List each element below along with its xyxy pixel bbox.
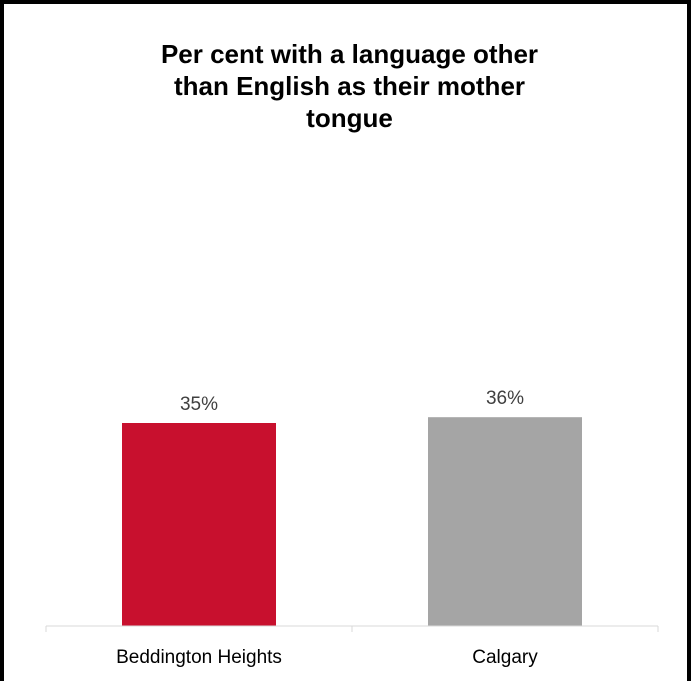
chart-title-line-3: tongue	[306, 103, 393, 133]
bar-calgary	[428, 417, 582, 626]
chart-title-line-2: than English as their mother	[173, 71, 526, 101]
chart-title: Per cent with a language other than Engl…	[64, 38, 635, 134]
chart-title-line-1: Per cent with a language other	[160, 39, 539, 69]
bar-beddington-heights	[122, 423, 276, 626]
x-tick-label: Calgary	[472, 647, 538, 668]
x-tick-label: Beddington Heights	[116, 647, 282, 668]
data-label: 36%	[486, 388, 524, 409]
data-label: 35%	[180, 394, 218, 415]
